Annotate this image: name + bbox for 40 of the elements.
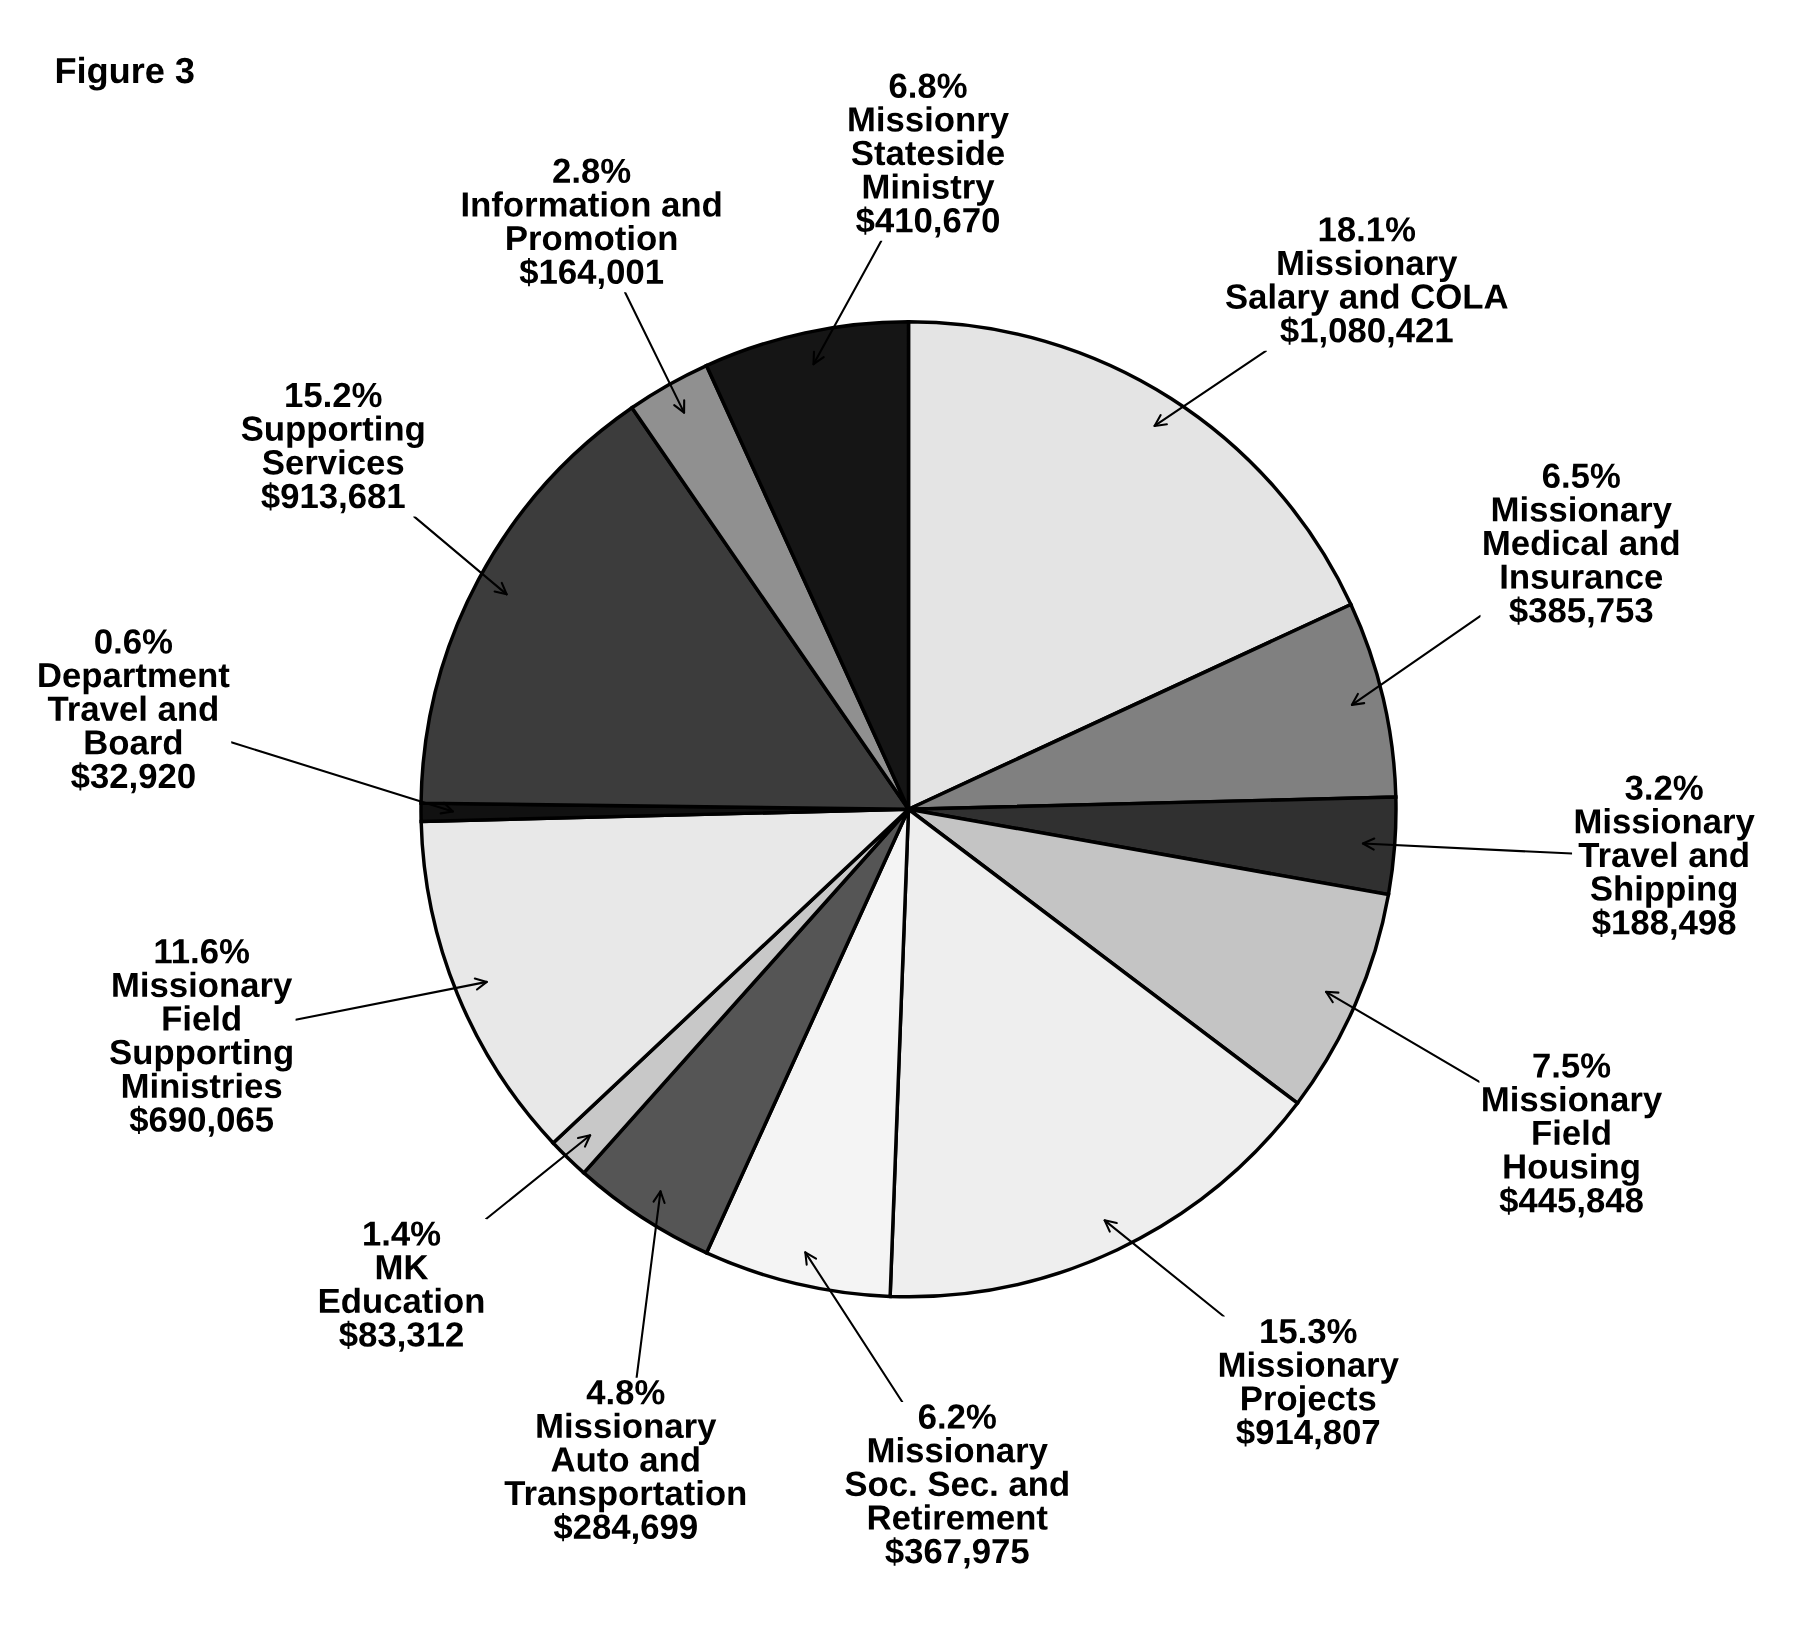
chart-title: Figure 3 — [56, 56, 194, 91]
text: $1,080,421 — [1280, 316, 1453, 348]
data-label: 1.4% — [364, 1221, 441, 1246]
slice-label: Missionary Auto and Transportation — [504, 1412, 746, 1513]
text: $164,001 — [519, 257, 664, 290]
data-label: 18.1% — [1319, 217, 1416, 242]
data-label: 7.5% — [1533, 1053, 1611, 1078]
text: $410,670 — [856, 206, 999, 238]
slice-label: Missionary Travel and Shipping — [1575, 808, 1755, 908]
slice-label: Missionary Medical and Insurance — [1484, 496, 1679, 589]
text: $914,807 — [1236, 1418, 1380, 1450]
data-label: 6.5% — [1542, 463, 1620, 489]
data-label: 15.2% — [286, 382, 382, 408]
text: $188,498 — [1592, 908, 1736, 940]
data-label: 15.3% — [1261, 1318, 1357, 1344]
text: $83,312 — [339, 1320, 463, 1352]
text: $445,848 — [1499, 1186, 1643, 1218]
slice-label: Missionry Stateside Ministry — [849, 106, 1009, 206]
text: $690,065 — [129, 1105, 274, 1137]
data-label: 6.2% — [918, 1404, 996, 1429]
text: $385,753 — [1509, 596, 1653, 628]
text: $32,920 — [71, 762, 195, 794]
text: $367,975 — [885, 1537, 1029, 1569]
data-label: 4.8% — [586, 1379, 665, 1405]
slice-label: Missionary Soc. Sec. and Retirement — [845, 1437, 1068, 1530]
data-label: 2.8% — [553, 158, 631, 184]
slice-label: Department Travel and Board — [39, 663, 230, 755]
text: $913,681 — [261, 482, 405, 514]
slice-label: Supporting Services — [241, 415, 424, 475]
slice-label: Information and Promotion — [462, 191, 721, 251]
text: $284,699 — [553, 1512, 697, 1545]
data-label: 3.2% — [1625, 775, 1703, 801]
data-label: 6.8% — [889, 73, 967, 99]
slice-label: Missionary Field Housing — [1483, 1085, 1663, 1186]
data-label: 11.6% — [155, 938, 249, 964]
slice-label: Missionary Projects — [1219, 1351, 1399, 1418]
slice-label: MK Education — [319, 1255, 484, 1314]
slice-label: Missionary Salary and COLA — [1225, 249, 1508, 316]
data-label: 0.6% — [95, 629, 173, 654]
slice-label: Missionary Field Supporting Ministries — [110, 971, 293, 1099]
